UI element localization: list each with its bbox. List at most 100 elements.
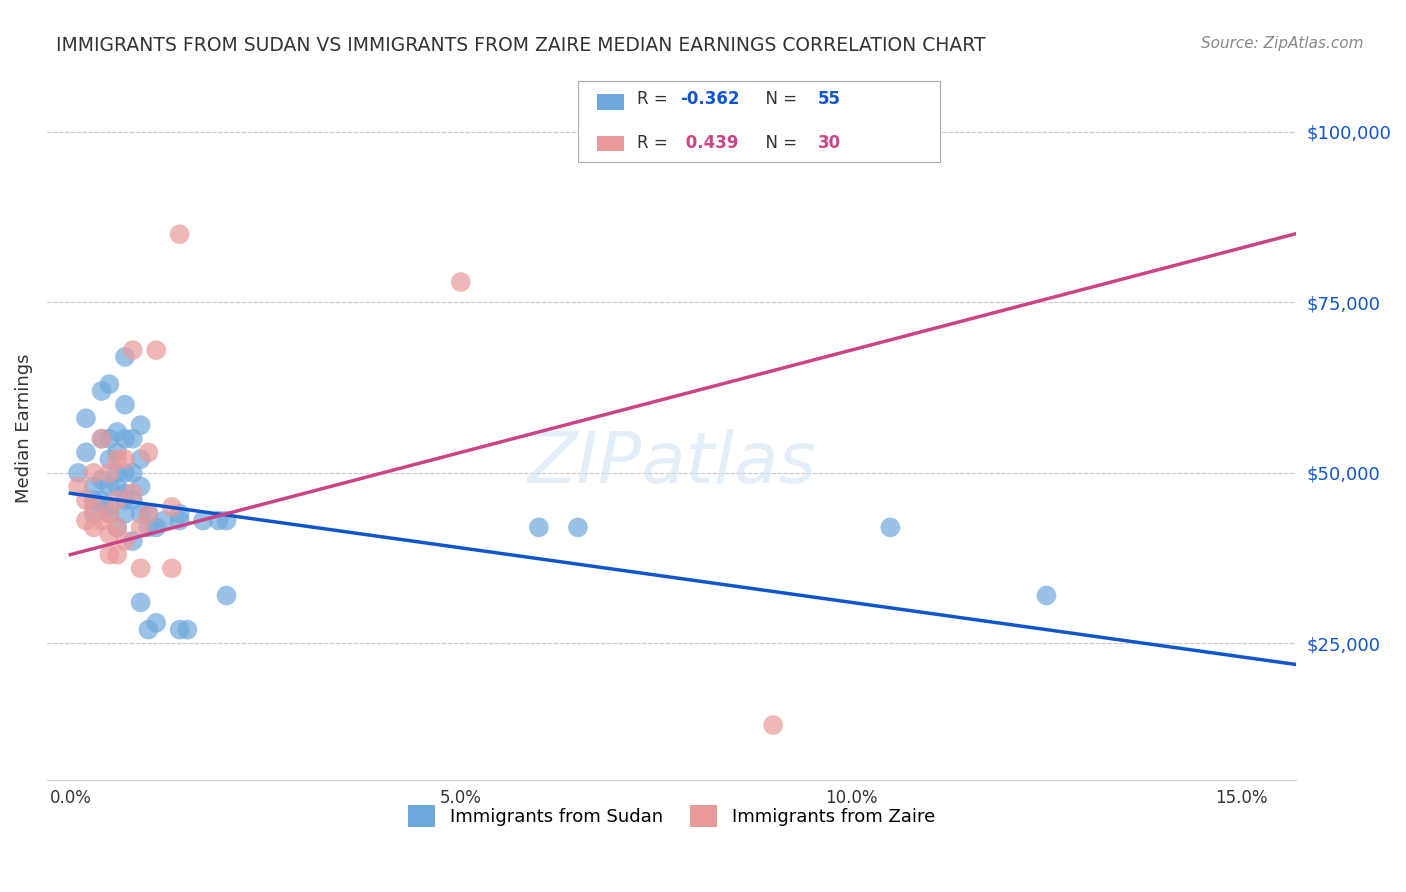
Point (90, 384, 112, 398)
Point (129, 507, 152, 521)
Text: R =: R = (637, 89, 672, 108)
Point (129, 595, 152, 609)
Text: -0.362: -0.362 (681, 89, 740, 108)
Point (83, 479, 105, 493)
Point (75, 411, 97, 425)
Text: 30: 30 (818, 134, 841, 152)
Point (145, 520, 167, 534)
Text: N =: N = (755, 89, 803, 108)
Point (83, 520, 105, 534)
Point (114, 507, 136, 521)
Text: Source: ZipAtlas.com: Source: ZipAtlas.com (1201, 36, 1364, 51)
Point (98, 507, 121, 521)
Point (129, 479, 152, 493)
Text: 55: 55 (818, 89, 841, 108)
Text: N =: N = (755, 134, 803, 152)
Text: 0.439: 0.439 (681, 134, 740, 152)
Point (145, 615, 167, 630)
Point (90, 514, 112, 528)
Point (215, 514, 238, 528)
Point (105, 493, 128, 508)
Point (90, 432, 112, 446)
Point (98, 452, 121, 467)
Point (169, 507, 191, 521)
Point (567, 520, 589, 534)
Point (83, 466, 105, 480)
Point (114, 493, 136, 508)
Point (105, 520, 128, 534)
Point (145, 343, 167, 358)
Point (98, 466, 121, 480)
Point (105, 520, 128, 534)
Point (98, 432, 121, 446)
Point (90, 473, 112, 487)
Point (75, 514, 97, 528)
Point (67, 466, 90, 480)
Point (153, 514, 176, 528)
Point (527, 520, 550, 534)
Point (160, 500, 183, 514)
Point (98, 507, 121, 521)
Point (105, 445, 128, 459)
Point (114, 466, 136, 480)
Point (83, 500, 105, 514)
Point (90, 432, 112, 446)
Point (98, 527, 121, 541)
Point (138, 507, 160, 521)
Point (98, 479, 121, 493)
Point (121, 432, 143, 446)
Point (121, 343, 143, 358)
FancyBboxPatch shape (596, 136, 624, 151)
Point (169, 623, 191, 637)
Point (105, 479, 128, 493)
Point (121, 493, 143, 508)
Point (138, 507, 160, 521)
Point (450, 275, 472, 289)
FancyBboxPatch shape (596, 95, 624, 110)
Point (215, 589, 238, 603)
Legend: Immigrants from Sudan, Immigrants from Zaire: Immigrants from Sudan, Immigrants from Z… (401, 797, 942, 834)
Point (98, 377, 121, 392)
Point (129, 520, 152, 534)
Point (208, 514, 231, 528)
Point (114, 398, 136, 412)
Point (105, 466, 128, 480)
Point (169, 227, 191, 242)
Text: ZIPatlas: ZIPatlas (527, 429, 815, 498)
Point (129, 561, 152, 575)
Point (114, 350, 136, 364)
Text: IMMIGRANTS FROM SUDAN VS IMMIGRANTS FROM ZAIRE MEDIAN EARNINGS CORRELATION CHART: IMMIGRANTS FROM SUDAN VS IMMIGRANTS FROM… (56, 36, 986, 54)
Point (114, 432, 136, 446)
Point (129, 452, 152, 467)
Point (121, 486, 143, 500)
Point (169, 514, 191, 528)
Point (114, 486, 136, 500)
Point (105, 425, 128, 439)
Point (762, 718, 785, 732)
Point (98, 548, 121, 562)
Point (114, 534, 136, 549)
Point (105, 548, 128, 562)
Point (160, 561, 183, 575)
Point (129, 418, 152, 433)
Point (114, 452, 136, 467)
Point (83, 507, 105, 521)
Point (138, 445, 160, 459)
Point (105, 452, 128, 467)
Point (879, 520, 901, 534)
Text: R =: R = (637, 134, 672, 152)
Point (138, 520, 160, 534)
Point (75, 445, 97, 459)
Point (90, 493, 112, 508)
Point (121, 534, 143, 549)
FancyBboxPatch shape (578, 81, 941, 161)
Point (67, 479, 90, 493)
Point (176, 623, 198, 637)
Y-axis label: Median Earnings: Median Earnings (15, 354, 32, 503)
Point (75, 493, 97, 508)
Point (191, 514, 214, 528)
Point (83, 493, 105, 508)
Point (138, 623, 160, 637)
Point (121, 466, 143, 480)
Point (98, 500, 121, 514)
